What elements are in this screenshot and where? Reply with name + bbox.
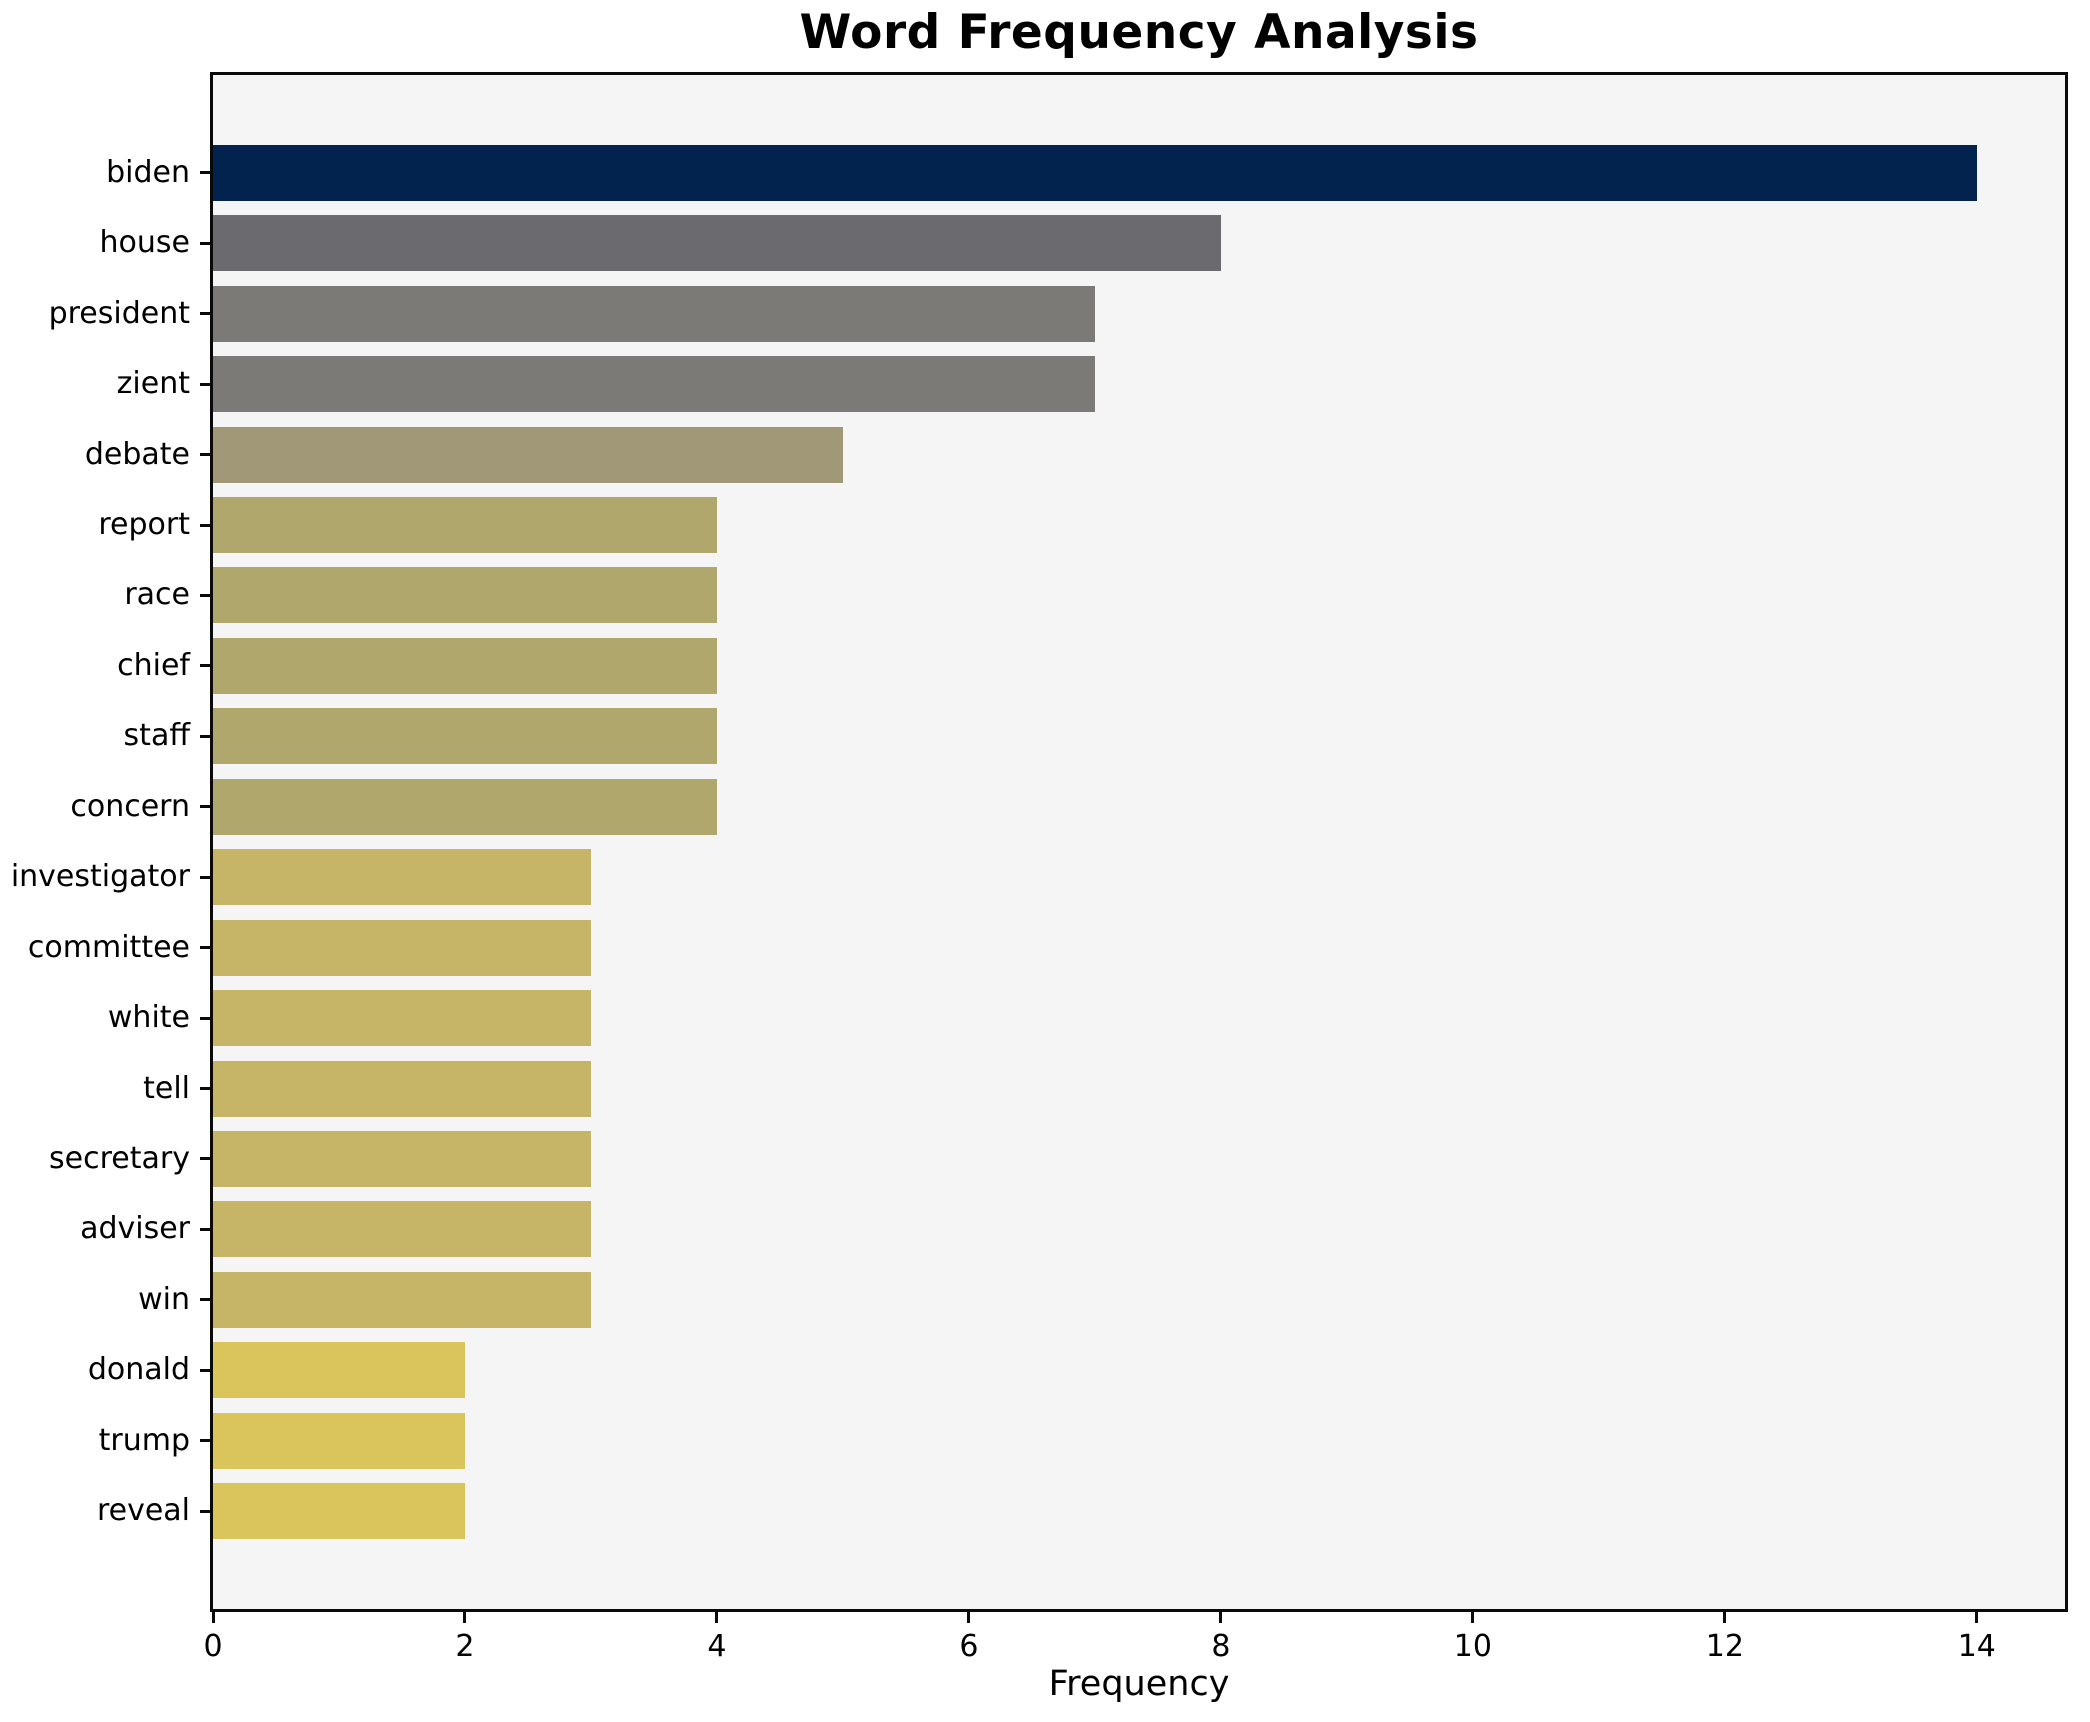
x-axis-title: Frequency — [1048, 1664, 1230, 1704]
bar-donald — [213, 1342, 465, 1399]
x-axis: Frequency 0 2 4 6 8 10 12 14 — [203, 1612, 2065, 1722]
bar-biden — [213, 144, 1977, 201]
bar-president — [213, 285, 1095, 342]
x-tick-label-6: 6 — [959, 1629, 979, 1664]
y-tick-label-concern: concern — [70, 788, 190, 824]
y-tick-label-president: president — [48, 295, 190, 331]
y-axis: biden house president zient debate report race… — [0, 75, 210, 1609]
y-tick-mark — [200, 1087, 210, 1090]
x-tick-mark — [1975, 1612, 1979, 1623]
bar-house — [213, 215, 1221, 272]
y-tick-label-zient: zient — [116, 366, 190, 402]
x-tick-label-14: 14 — [1957, 1629, 1996, 1664]
y-tick-label-win: win — [138, 1281, 190, 1317]
x-tick-mark — [211, 1612, 215, 1623]
y-tick-mark — [200, 946, 210, 950]
bar-adviser — [213, 1201, 591, 1258]
y-tick-mark — [200, 171, 210, 175]
y-tick-label-donald: donald — [87, 1352, 190, 1388]
y-tick-label-secretary: secretary — [49, 1140, 190, 1176]
y-tick-mark — [200, 593, 210, 597]
x-tick-label-0: 0 — [203, 1629, 223, 1664]
y-tick-mark — [200, 875, 210, 879]
y-tick-label-race: race — [124, 577, 190, 613]
y-tick-label-committee: committee — [27, 929, 190, 965]
y-tick-label-report: report — [98, 507, 190, 543]
x-tick-label-4: 4 — [707, 1629, 727, 1664]
x-tick-mark — [967, 1612, 971, 1623]
y-tick-mark — [200, 734, 210, 738]
bar-white — [213, 990, 591, 1047]
bar-debate — [213, 426, 843, 483]
bar-zient — [213, 356, 1095, 413]
y-tick-mark — [200, 1157, 210, 1161]
y-tick-label-investigator: investigator — [10, 859, 190, 895]
y-tick-label-adviser: adviser — [80, 1211, 190, 1247]
bar-race — [213, 567, 717, 624]
bar-chief — [213, 637, 717, 694]
x-tick-mark — [715, 1612, 719, 1623]
y-tick-mark — [200, 523, 210, 527]
y-tick-mark — [200, 1368, 210, 1372]
bar-report — [213, 497, 717, 554]
y-tick-label-reveal: reveal — [96, 1493, 190, 1529]
bar-investigator — [213, 849, 591, 906]
y-tick-mark — [200, 1509, 210, 1513]
bar-staff — [213, 708, 717, 765]
y-tick-mark — [200, 312, 210, 316]
x-tick-mark — [1471, 1612, 1475, 1623]
y-tick-label-staff: staff — [123, 718, 190, 754]
y-tick-mark — [200, 1227, 210, 1231]
y-tick-label-tell: tell — [143, 1070, 190, 1106]
y-tick-mark — [200, 241, 210, 245]
y-tick-mark — [200, 664, 210, 668]
bar-concern — [213, 778, 717, 835]
x-tick-mark — [1723, 1612, 1727, 1623]
x-tick-mark — [1219, 1612, 1223, 1623]
bar-secretary — [213, 1130, 591, 1187]
x-tick-label-2: 2 — [455, 1629, 475, 1664]
y-tick-mark — [200, 805, 210, 809]
bar-win — [213, 1271, 591, 1328]
x-tick-label-12: 12 — [1705, 1629, 1744, 1664]
y-tick-mark — [200, 382, 210, 386]
y-tick-label-trump: trump — [98, 1422, 190, 1458]
y-tick-mark — [200, 1298, 210, 1302]
y-tick-mark — [200, 1439, 210, 1443]
x-tick-label-8: 8 — [1211, 1629, 1231, 1664]
y-tick-label-white: white — [107, 1000, 190, 1036]
bar-trump — [213, 1412, 465, 1469]
y-tick-mark — [200, 453, 210, 457]
x-tick-mark — [463, 1612, 467, 1623]
bar-committee — [213, 919, 591, 976]
x-tick-label-10: 10 — [1453, 1629, 1492, 1664]
bar-tell — [213, 1060, 591, 1117]
y-tick-label-debate: debate — [84, 436, 190, 472]
y-tick-mark — [200, 1016, 210, 1020]
y-tick-label-biden: biden — [106, 154, 190, 190]
y-tick-label-house: house — [99, 225, 190, 261]
plot-area — [210, 72, 2068, 1612]
y-tick-label-chief: chief — [117, 647, 190, 683]
chart-title: Word Frequency Analysis — [799, 5, 1479, 60]
bar-reveal — [213, 1483, 465, 1540]
